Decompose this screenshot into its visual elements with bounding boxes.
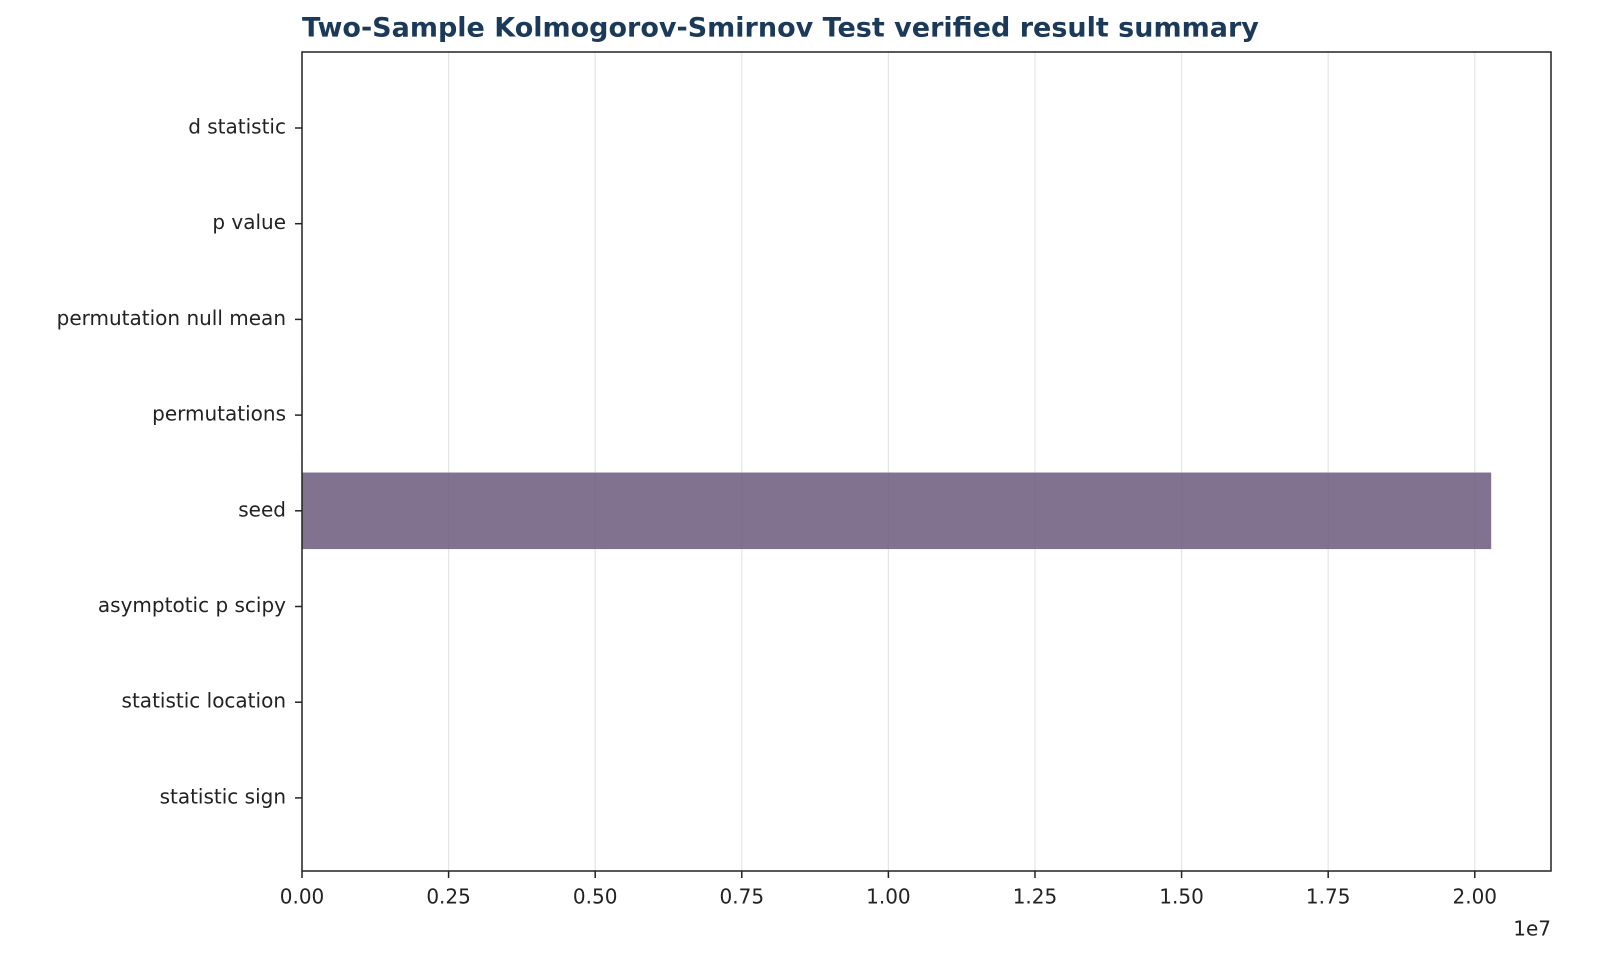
- x-tick-label: 0.25: [426, 885, 471, 909]
- plot-frame: [301, 51, 1552, 872]
- y-tick-label: seed: [238, 497, 286, 521]
- x-offset-label: 1e7: [1513, 917, 1551, 941]
- y-tick-label: asymptotic p scipy: [98, 593, 286, 617]
- y-tick-label: d statistic: [188, 115, 286, 139]
- x-tick-label: 1.50: [1159, 885, 1204, 909]
- y-tick-label: p value: [212, 210, 286, 234]
- chart-title: Two-Sample Kolmogorov-Smirnov Test verif…: [302, 13, 1259, 44]
- y-tick-label: permutations: [152, 402, 286, 426]
- bar: [302, 472, 1492, 550]
- x-tick-label: 1.75: [1306, 885, 1351, 909]
- x-tick-label: 0.75: [720, 885, 765, 909]
- x-tick-label: 1.00: [866, 885, 911, 909]
- x-tick-label: 1.25: [1013, 885, 1058, 909]
- y-tick-label: statistic sign: [160, 784, 286, 808]
- y-tick-label: statistic location: [122, 689, 286, 713]
- x-tick-label: 0.50: [573, 885, 618, 909]
- x-tick-label: 2.00: [1453, 885, 1498, 909]
- x-tick-label: 0.00: [280, 885, 325, 909]
- y-tick-label: permutation null mean: [57, 306, 286, 330]
